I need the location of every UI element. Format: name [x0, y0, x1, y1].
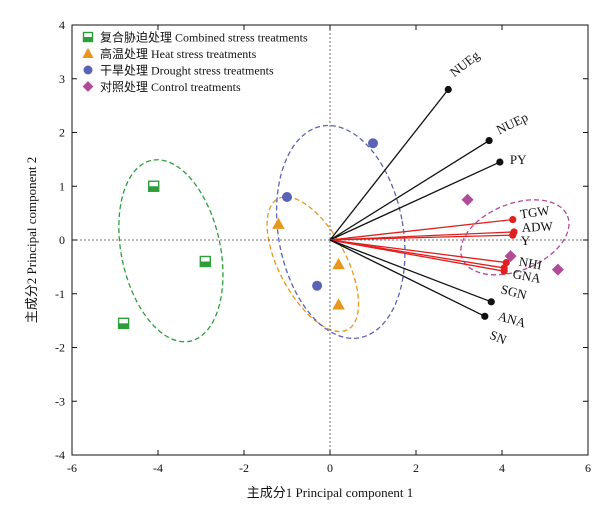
y-tick-label-5: 1: [59, 179, 65, 193]
vector-label-sgn: SGN: [499, 282, 528, 303]
vector-line-ana: [329, 239, 492, 303]
x-tick-label-6: 6: [585, 461, 591, 475]
vector-label-sn: SN: [488, 327, 510, 347]
legend-marker-3: [82, 81, 94, 92]
point-series-0-2: [117, 317, 130, 330]
point-series-3-2: [551, 263, 564, 276]
legend-label-3: 对照处理 Control treatments: [100, 80, 241, 94]
vector-label-ana: ANA: [496, 308, 528, 330]
vector-label-py: PY: [510, 152, 527, 167]
point-series-0-1: [199, 255, 212, 268]
group-ellipses: [118, 124, 570, 343]
y-tick-label-4: 0: [59, 233, 65, 247]
point-series-3-0: [461, 193, 474, 206]
legend-label-1: 高温处理 Heat stress treatments: [100, 46, 257, 61]
y-tick-label-3: -1: [55, 287, 65, 301]
x-tick-label-3: 0: [327, 461, 333, 475]
vector-label-gna: GNA: [512, 266, 543, 286]
y-tick-label-6: 2: [59, 126, 65, 140]
point-series-0-2-fill: [118, 323, 129, 329]
score-points: [117, 138, 564, 330]
point-series-3-1: [504, 250, 517, 263]
ellipse-series-1: [266, 196, 360, 333]
point-series-1-2: [332, 298, 345, 310]
point-series-2-1: [282, 192, 292, 202]
legend-marker-0-fill: [83, 37, 93, 42]
vector-line-sgn: [329, 239, 505, 272]
vector-label-adw: ADW: [521, 218, 554, 235]
vector-tip-nuep: [485, 136, 493, 145]
y-tick-label-2: -2: [55, 341, 65, 355]
y-tick-label-7: 3: [59, 72, 65, 86]
vector-line-nhi: [329, 239, 507, 264]
legend-label-0: 复合胁迫处理 Combined stress treatments: [100, 30, 308, 45]
y-tick-label-8: 4: [59, 18, 65, 32]
vector-tip-py: [496, 158, 504, 166]
ellipse-series-3: [460, 199, 570, 276]
vector-tip-y: [509, 231, 517, 239]
vector-line-y: [329, 234, 513, 241]
y-tick-label-1: -3: [55, 394, 65, 408]
x-tick-label-4: 2: [413, 461, 419, 475]
legend-marker-0: [82, 31, 94, 43]
vector-label-y: Y: [521, 233, 531, 248]
y-axis-title: 主成分2 Principal component 2: [24, 157, 39, 323]
vector-line-nueg: [329, 89, 449, 241]
point-series-2-2: [312, 280, 323, 291]
vector-tip-nueg: [444, 85, 452, 94]
point-series-0-1-fill: [200, 261, 211, 267]
vector-label-nueg: NUEg: [447, 47, 483, 80]
x-tick-label-1: -4: [153, 461, 163, 475]
vector-tip-sgn: [500, 267, 508, 275]
point-series-0-0-fill: [148, 186, 159, 192]
vector-tip-tgw: [509, 215, 517, 224]
vector-tip-ana: [487, 298, 495, 306]
vector-line-sn: [329, 239, 486, 317]
legend-marker-2: [83, 65, 93, 75]
point-series-1-1: [332, 257, 345, 270]
vector-label-nuep: NUEp: [494, 109, 530, 137]
vector-tip-sn: [481, 312, 489, 320]
x-axis-title: 主成分1 Principal component 1: [247, 485, 413, 500]
ellipse-series-0: [118, 159, 224, 343]
legend-label-2: 干旱处理 Drought stress treatments: [100, 64, 274, 78]
point-series-0-0: [147, 180, 160, 192]
point-series-1-0: [272, 217, 285, 229]
legend-marker-1: [82, 47, 94, 58]
vector-label-tgw: TGW: [519, 202, 551, 221]
vector-label-nhi: NHI: [518, 254, 543, 273]
x-tick-label-0: -6: [67, 461, 77, 475]
x-tick-label-2: -2: [239, 461, 249, 475]
vector-line-tgw: [329, 218, 513, 241]
y-tick-label-0: -4: [55, 448, 65, 462]
vector-line-nuep: [329, 140, 490, 241]
vector-line-py: [329, 161, 501, 241]
point-series-2-0: [368, 138, 378, 149]
x-tick-label-5: 4: [499, 461, 505, 475]
